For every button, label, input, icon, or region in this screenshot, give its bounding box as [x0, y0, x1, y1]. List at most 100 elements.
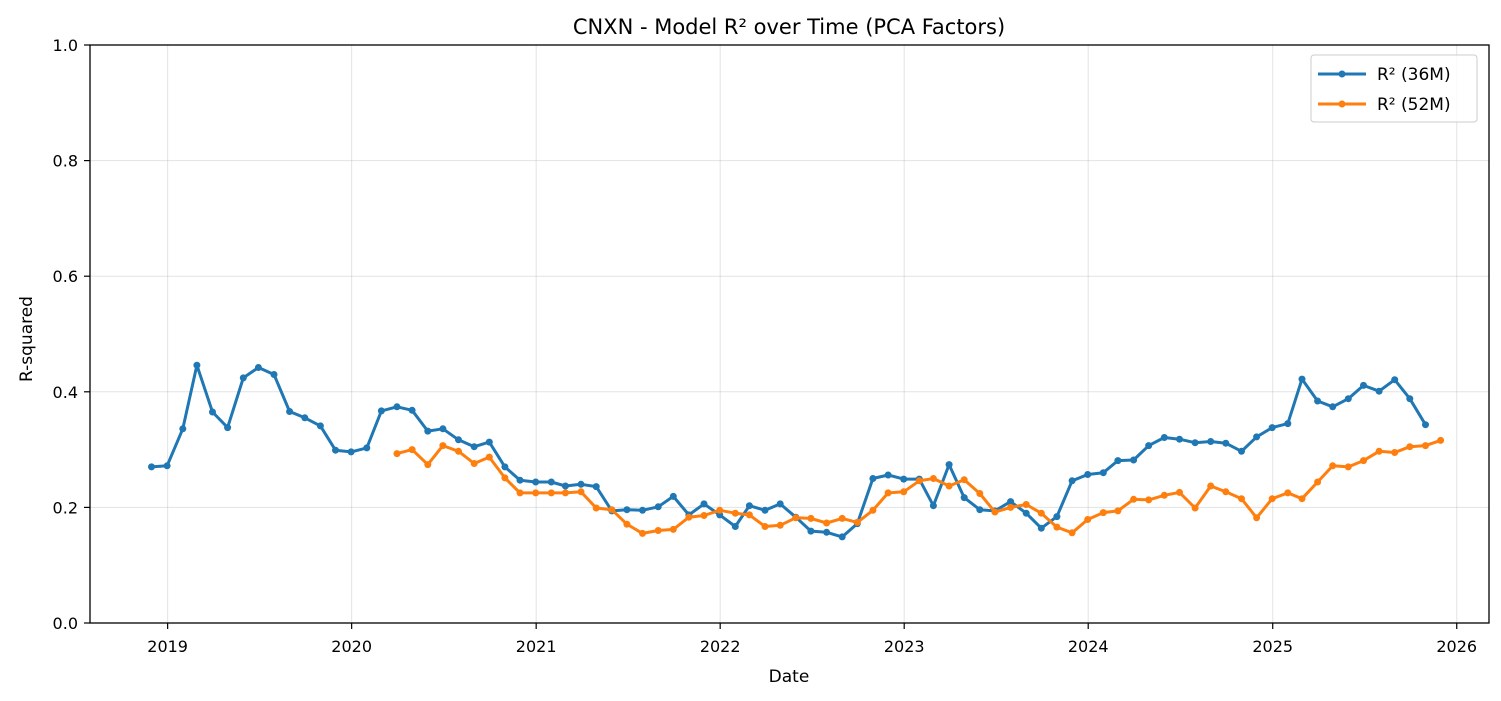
- data-point: [1437, 436, 1445, 444]
- data-point: [393, 403, 401, 411]
- data-point: [332, 446, 339, 454]
- data-point: [193, 361, 201, 369]
- data-point: [1145, 442, 1153, 450]
- data-point: [547, 489, 555, 497]
- y-tick-label: 1.0: [53, 36, 78, 55]
- data-point: [1253, 514, 1261, 522]
- data-point: [1329, 462, 1337, 470]
- data-point: [1391, 449, 1399, 456]
- data-point: [807, 527, 815, 535]
- data-point: [561, 482, 569, 490]
- data-point: [1007, 503, 1015, 511]
- legend-label-52m: R² (52M): [1377, 95, 1451, 115]
- data-point: [239, 374, 247, 382]
- data-point: [1284, 489, 1292, 497]
- x-axis-label: Date: [769, 667, 810, 687]
- data-point: [424, 461, 432, 469]
- data-point: [501, 463, 509, 471]
- x-tick-label: 2019: [147, 637, 188, 656]
- data-point: [823, 528, 831, 536]
- data-point: [869, 475, 877, 482]
- data-point: [1114, 507, 1122, 515]
- data-point: [316, 422, 324, 430]
- data-point: [669, 525, 677, 533]
- data-point: [608, 506, 616, 514]
- chart-title: CNXN - Model R² over Time (PCA Factors): [573, 15, 1005, 39]
- data-point: [254, 364, 262, 371]
- data-point: [1238, 447, 1245, 455]
- data-point: [1099, 469, 1107, 477]
- data-point: [700, 512, 708, 519]
- series-layer: [148, 361, 1445, 541]
- data-point: [470, 460, 478, 467]
- legend: R² (36M) R² (52M): [1310, 54, 1478, 123]
- data-point: [623, 506, 631, 514]
- data-point: [1007, 498, 1015, 506]
- data-point: [731, 523, 739, 530]
- data-point: [577, 488, 585, 496]
- data-point: [1084, 516, 1092, 523]
- data-point: [761, 523, 769, 530]
- data-point: [1037, 509, 1045, 517]
- x-tick-label: 2025: [1252, 637, 1293, 656]
- data-point: [915, 477, 923, 485]
- data-point: [547, 478, 555, 486]
- x-tick-label: 2021: [516, 637, 557, 656]
- data-point: [347, 448, 355, 456]
- data-point: [639, 506, 646, 514]
- data-point: [1329, 403, 1337, 411]
- data-point: [1053, 513, 1061, 521]
- data-point: [1191, 439, 1199, 447]
- data-point: [1375, 447, 1383, 455]
- data-point: [776, 500, 784, 508]
- data-point: [654, 503, 662, 511]
- data-point: [1360, 457, 1367, 465]
- data-point: [1037, 524, 1045, 532]
- data-point: [393, 450, 401, 458]
- data-point: [685, 513, 693, 521]
- data-point: [1053, 523, 1061, 531]
- data-point: [929, 475, 937, 482]
- data-point: [1268, 495, 1276, 503]
- y-tick-label: 0.2: [53, 498, 78, 517]
- data-point: [1084, 471, 1092, 478]
- data-point: [731, 509, 739, 517]
- ticks: 2019 2020 2021 2022 2023 2024 2025 2026 0.0 0.2 0.…: [53, 36, 1478, 656]
- data-point: [1238, 495, 1245, 503]
- x-tick-label: 2026: [1436, 637, 1477, 656]
- data-point: [1422, 421, 1429, 429]
- data-point: [179, 425, 187, 433]
- legend-marker-36m: [1338, 70, 1346, 78]
- data-point: [761, 506, 769, 514]
- data-point: [363, 444, 371, 452]
- data-point: [776, 521, 784, 529]
- data-point: [1207, 438, 1215, 445]
- data-point: [823, 519, 831, 527]
- data-point: [501, 474, 509, 482]
- data-point: [532, 489, 540, 497]
- data-point: [1314, 397, 1322, 405]
- data-point: [869, 506, 877, 514]
- y-axis-label: R-squared: [17, 296, 37, 382]
- data-point: [1344, 463, 1352, 471]
- data-point: [592, 504, 600, 512]
- data-point: [485, 438, 493, 446]
- data-point: [1160, 491, 1168, 499]
- data-point: [439, 442, 447, 450]
- data-point: [408, 406, 416, 414]
- data-point: [884, 471, 892, 479]
- data-point: [455, 436, 462, 444]
- data-point: [1360, 381, 1367, 389]
- data-point: [224, 424, 232, 432]
- data-point: [639, 529, 646, 537]
- data-point: [270, 371, 278, 378]
- data-point: [929, 502, 937, 510]
- data-point: [1284, 420, 1292, 428]
- data-point: [623, 520, 631, 528]
- data-point: [669, 492, 677, 500]
- x-tick-label: 2022: [700, 637, 741, 656]
- data-point: [1298, 495, 1306, 503]
- legend-label-36m: R² (36M): [1377, 65, 1451, 85]
- data-point: [592, 483, 600, 491]
- data-point: [377, 407, 385, 415]
